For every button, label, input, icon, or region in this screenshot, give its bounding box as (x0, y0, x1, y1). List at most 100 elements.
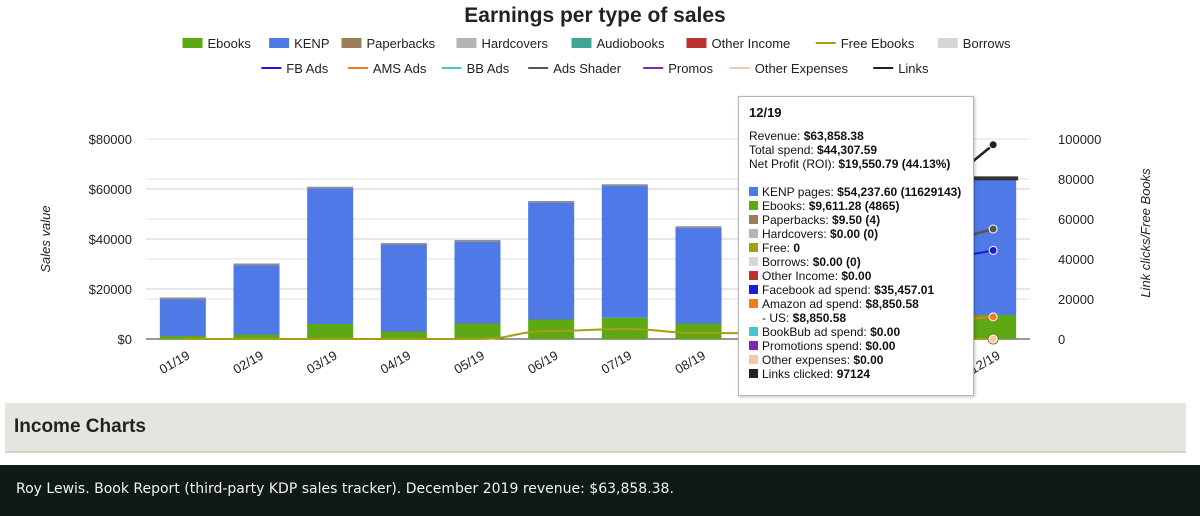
bar-kenp (601, 185, 648, 318)
tooltip-item: KENP pages: $54,237.60 (11629143) (749, 185, 963, 199)
legend-swatch (341, 38, 362, 48)
legend-item: Paperbacks (341, 36, 436, 51)
point-links (988, 140, 998, 150)
earnings-chart: Earnings per type of sales Ebooks KENP Pape… (38, 4, 1153, 396)
bar-kenp (307, 187, 354, 324)
tooltip-item-text: Facebook ad spend: $35,457.01 (762, 283, 935, 297)
tooltip-items: KENP pages: $54,237.60 (11629143) Ebooks:… (749, 185, 963, 381)
tooltip-swatch (749, 215, 758, 224)
bar-highlight-cap (968, 176, 1019, 181)
legend-swatch (269, 38, 290, 48)
bar-kenp (159, 298, 206, 336)
tooltip-swatch (749, 243, 758, 252)
tooltip-swatch (749, 369, 758, 378)
legend-label: Paperbacks (367, 36, 436, 51)
tooltip-item: Borrows: $0.00 (0) (749, 255, 963, 269)
tooltip-total-spend: Total spend: $44,307.59 (749, 143, 878, 157)
tooltip-item: Free: 0 (749, 241, 963, 255)
tooltip-swatch (749, 271, 758, 280)
legend-item: AMS Ads (347, 61, 427, 76)
bar-ebooks (159, 336, 206, 339)
bar-ebooks (233, 334, 280, 339)
bar-kenp (233, 264, 280, 335)
y-right-tick-label: 0 (1058, 332, 1065, 347)
legend-item: Other Income (686, 36, 791, 51)
tooltip-item: Paperbacks: $9.50 (4) (749, 213, 963, 227)
tooltip-item: - US: $8,850.58 (749, 311, 963, 325)
tooltip-item-text: - US: $8,850.58 (762, 311, 847, 325)
point-other-expenses (988, 334, 998, 344)
bar-kenp (380, 244, 427, 332)
image-caption: Roy Lewis. Book Report (third-party KDP … (16, 481, 674, 497)
legend-label: Free Ebooks (841, 36, 915, 51)
chart-tooltip: 12/19 Revenue: $63,858.38 Total spend: $… (738, 96, 974, 396)
tooltip-item-text: Ebooks: $9,611.28 (4865) (762, 199, 900, 213)
bar-cap (675, 226, 722, 229)
legend-label: Ebooks (208, 36, 252, 51)
legend-item: BB Ads (441, 61, 510, 76)
chart-svg: Earnings per type of sales Ebooks KENP Pape… (38, 4, 1153, 377)
legend-item: Other Expenses (729, 61, 849, 76)
legend-label: Other Expenses (755, 61, 849, 76)
point-ads-shader (988, 224, 998, 234)
bar-ebooks (307, 324, 354, 339)
legend-label: Ads Shader (553, 61, 622, 76)
y-right-tick-label: 100000 (1058, 132, 1101, 147)
tooltip-item-text: BookBub ad spend: $0.00 (762, 325, 901, 339)
x-tick-label: 03/19 (304, 348, 340, 377)
bar-ebooks (675, 323, 722, 339)
tooltip-title: 12/19 (749, 105, 782, 120)
chart-title: Earnings per type of sales (464, 4, 725, 27)
tooltip-item-text: KENP pages: $54,237.60 (11629143) (762, 185, 962, 199)
tooltip-swatch (749, 341, 758, 350)
tooltip-item: Other expenses: $0.00 (749, 353, 963, 367)
legend-item: Borrows (937, 36, 1011, 51)
legend-item: Free Ebooks (815, 36, 915, 51)
bar-ebooks (454, 323, 501, 339)
point-fb-ads (988, 245, 998, 255)
tooltip-net-profit: Net Profit (ROI): $19,550.79 (44.13%) (749, 157, 951, 171)
tooltip-item-text: Hardcovers: $0.00 (0) (762, 227, 879, 241)
legend-item: Promos (643, 61, 713, 76)
tooltip-item: Ebooks: $9,611.28 (4865) (749, 199, 963, 213)
tooltip-item: Other Income: $0.00 (749, 269, 963, 283)
legend-item: Audiobooks (571, 36, 665, 51)
y-right-tick-label: 60000 (1058, 212, 1094, 227)
tooltip-swatch (749, 285, 758, 294)
tooltip-item: BookBub ad spend: $0.00 (749, 325, 963, 339)
legend-item: FB Ads (261, 61, 329, 76)
x-tick-label: 04/19 (378, 348, 414, 377)
tooltip-item: Amazon ad spend: $8,850.58 (749, 297, 963, 311)
tooltip-swatch (749, 229, 758, 238)
y-tick-label: $80000 (89, 132, 132, 147)
point-ams-ads (988, 312, 998, 322)
tooltip-swatch (749, 355, 758, 364)
legend-label: Promos (668, 61, 713, 76)
tooltip-item-text: Paperbacks: $9.50 (4) (762, 213, 881, 227)
bar-cap (528, 201, 575, 203)
tooltip-swatch (749, 299, 758, 308)
tooltip-item-text: Promotions spend: $0.00 (762, 339, 896, 353)
legend-label: Links (898, 61, 929, 76)
tooltip-item: Promotions spend: $0.00 (749, 339, 963, 353)
caption-bar: Roy Lewis. Book Report (third-party KDP … (0, 465, 1200, 516)
legend-item: Ads Shader (528, 61, 622, 76)
legend-item: KENP (269, 36, 330, 51)
tooltip-item: Hardcovers: $0.00 (0) (749, 227, 963, 241)
bar-kenp (675, 227, 722, 324)
section-title: Income Charts (14, 416, 146, 437)
y-right-tick-label: 40000 (1058, 252, 1094, 267)
legend-label: Other Income (712, 36, 791, 51)
bar-kenp (528, 202, 575, 320)
legend-swatch (456, 38, 477, 48)
legend-item: Ebooks (182, 36, 252, 51)
legend-label: AMS Ads (373, 61, 427, 76)
legend-swatch (686, 38, 707, 48)
x-tick-label: 05/19 (451, 348, 487, 377)
bar-ebooks (380, 331, 427, 339)
tooltip-item: Links clicked: 97124 (749, 367, 963, 381)
tooltip-item-text: Amazon ad spend: $8,850.58 (762, 297, 919, 311)
y-tick-label: $0 (118, 332, 132, 347)
legend-label: KENP (294, 36, 329, 51)
x-tick-label: 07/19 (599, 348, 635, 377)
